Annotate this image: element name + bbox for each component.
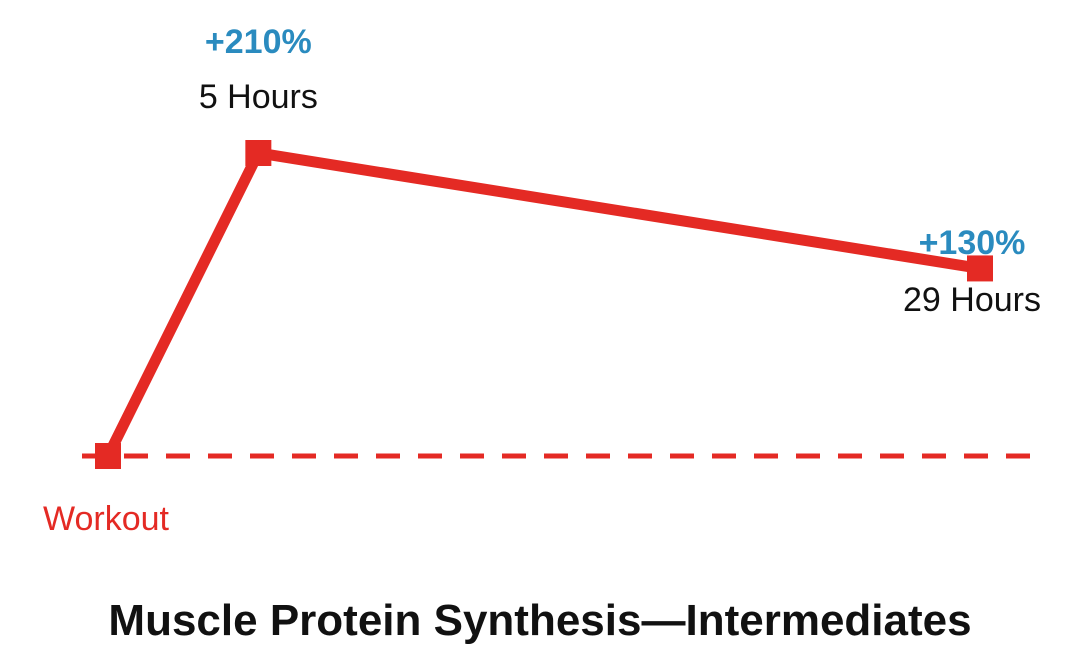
workout-label: Workout (43, 500, 170, 538)
peak-value-label: +210% (205, 23, 312, 61)
series-line (103, 146, 981, 459)
end-value-label: +130% (919, 224, 1026, 262)
data-point-marker (967, 255, 993, 282)
chart-title: Muscle Protein Synthesis—Intermediates (108, 596, 971, 645)
peak-time-label: 5 Hours (199, 78, 318, 116)
end-time-label: 29 Hours (903, 281, 1041, 319)
data-point-marker (245, 140, 272, 166)
data-labels: Workout +210% 5 Hours +130% 29 Hours (43, 23, 1041, 538)
data-markers (95, 140, 993, 469)
data-point-marker (95, 443, 121, 469)
